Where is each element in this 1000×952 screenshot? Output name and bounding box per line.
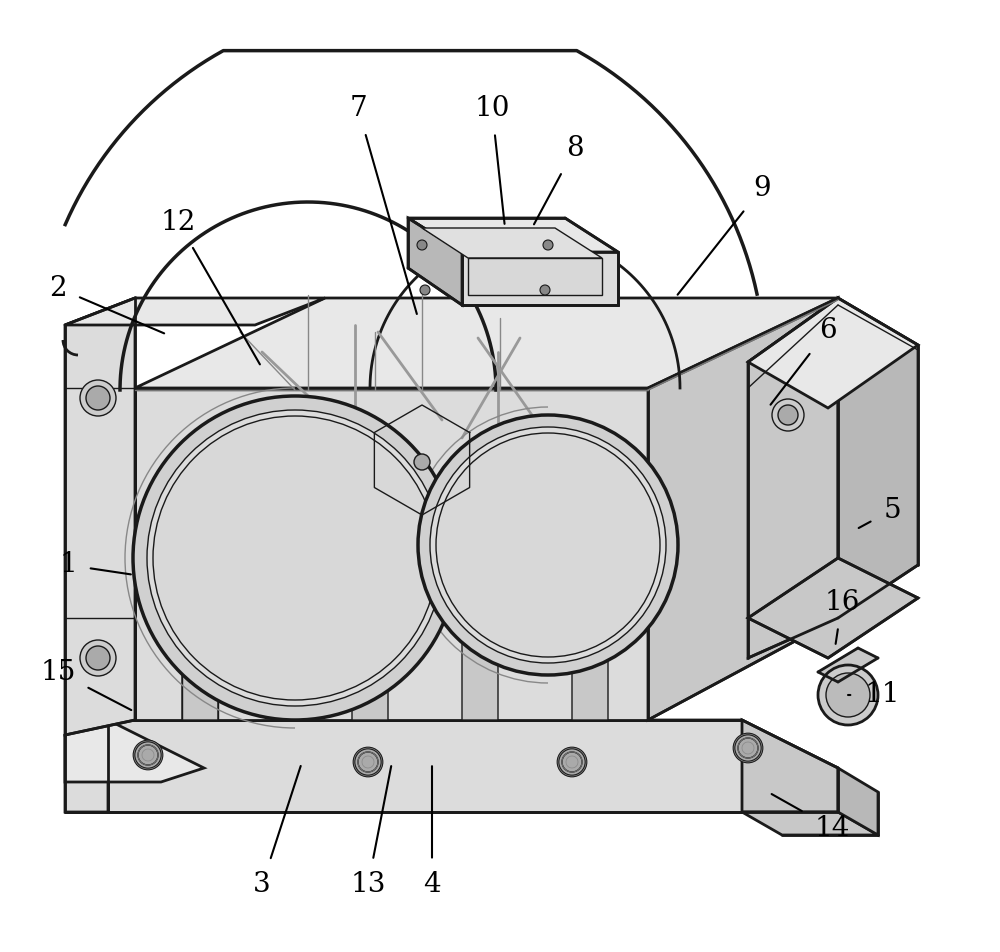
Polygon shape	[742, 720, 838, 812]
Circle shape	[420, 285, 430, 295]
Circle shape	[558, 748, 586, 776]
Circle shape	[543, 240, 553, 250]
Circle shape	[772, 399, 804, 431]
Circle shape	[818, 665, 878, 725]
Polygon shape	[65, 720, 108, 812]
Polygon shape	[468, 258, 602, 295]
Text: 10: 10	[474, 94, 510, 224]
Circle shape	[86, 386, 110, 410]
Polygon shape	[818, 648, 878, 682]
Polygon shape	[838, 298, 918, 618]
Circle shape	[134, 741, 162, 769]
Polygon shape	[648, 298, 838, 720]
Circle shape	[147, 410, 443, 706]
Text: 12: 12	[160, 208, 260, 365]
Polygon shape	[65, 720, 204, 782]
Text: 5: 5	[859, 497, 901, 528]
Polygon shape	[462, 252, 618, 305]
Polygon shape	[572, 605, 608, 720]
Circle shape	[417, 240, 427, 250]
Polygon shape	[108, 720, 742, 812]
Text: 14: 14	[772, 794, 850, 842]
Polygon shape	[748, 558, 918, 658]
Circle shape	[436, 433, 660, 657]
Circle shape	[86, 646, 110, 670]
Polygon shape	[462, 605, 498, 720]
Circle shape	[354, 748, 382, 776]
Polygon shape	[65, 298, 325, 325]
Text: 4: 4	[423, 766, 441, 899]
Text: 8: 8	[534, 134, 584, 225]
Polygon shape	[352, 605, 388, 720]
Text: 7: 7	[349, 94, 417, 314]
Text: 3: 3	[253, 766, 301, 899]
Polygon shape	[742, 812, 878, 835]
Polygon shape	[408, 218, 462, 305]
Circle shape	[153, 416, 437, 700]
Polygon shape	[182, 605, 218, 720]
Polygon shape	[135, 388, 648, 720]
Circle shape	[540, 285, 550, 295]
Text: 9: 9	[678, 174, 771, 295]
Polygon shape	[108, 720, 838, 768]
Polygon shape	[408, 218, 618, 252]
Circle shape	[414, 454, 430, 470]
Circle shape	[778, 405, 798, 425]
Circle shape	[734, 734, 762, 762]
Text: 13: 13	[350, 766, 391, 899]
Text: 16: 16	[824, 588, 860, 644]
Polygon shape	[748, 298, 918, 408]
Text: 6: 6	[771, 316, 837, 405]
Circle shape	[133, 396, 457, 720]
Circle shape	[80, 640, 116, 676]
Circle shape	[826, 673, 870, 717]
Text: 2: 2	[49, 274, 164, 333]
Polygon shape	[838, 768, 878, 835]
Polygon shape	[65, 298, 135, 735]
Polygon shape	[135, 298, 838, 388]
Text: 15: 15	[40, 659, 131, 710]
Circle shape	[80, 380, 116, 416]
Polygon shape	[422, 228, 602, 258]
Text: 11: 11	[848, 682, 900, 708]
Circle shape	[418, 415, 678, 675]
Text: 1: 1	[59, 551, 131, 579]
Circle shape	[430, 427, 666, 663]
Polygon shape	[748, 298, 838, 658]
